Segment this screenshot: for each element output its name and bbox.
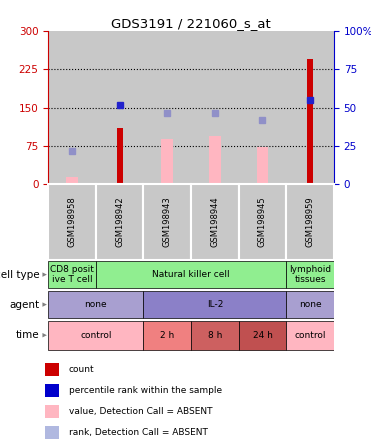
Text: percentile rank within the sample: percentile rank within the sample: [69, 386, 222, 395]
Text: GSM198942: GSM198942: [115, 197, 124, 247]
Text: GSM198944: GSM198944: [210, 197, 219, 247]
Text: cell type: cell type: [0, 270, 40, 280]
Bar: [144, 291, 286, 318]
Text: GSM198959: GSM198959: [306, 197, 315, 247]
Bar: [45, 405, 59, 418]
Bar: [239, 321, 286, 349]
Bar: [48, 261, 96, 288]
Bar: [45, 426, 59, 440]
Title: GDS3191 / 221060_s_at: GDS3191 / 221060_s_at: [111, 17, 271, 30]
Bar: [307, 59, 313, 184]
Text: CD8 posit
ive T cell: CD8 posit ive T cell: [50, 265, 94, 284]
Text: count: count: [69, 365, 94, 374]
Bar: [48, 184, 96, 260]
Text: control: control: [294, 331, 326, 340]
Text: GSM198945: GSM198945: [258, 197, 267, 247]
Text: value, Detection Call = ABSENT: value, Detection Call = ABSENT: [69, 407, 212, 416]
Text: IL-2: IL-2: [207, 300, 223, 309]
Bar: [96, 31, 144, 184]
Text: rank, Detection Call = ABSENT: rank, Detection Call = ABSENT: [69, 428, 207, 437]
Bar: [45, 363, 59, 376]
Text: none: none: [85, 300, 107, 309]
Bar: [239, 31, 286, 184]
Bar: [161, 139, 173, 184]
Text: Natural killer cell: Natural killer cell: [152, 270, 230, 279]
Text: 2 h: 2 h: [160, 331, 174, 340]
Bar: [191, 321, 239, 349]
Bar: [48, 31, 96, 184]
Bar: [96, 184, 144, 260]
Text: GSM198958: GSM198958: [68, 197, 76, 247]
Text: 24 h: 24 h: [253, 331, 272, 340]
Text: agent: agent: [10, 300, 40, 309]
Bar: [117, 128, 122, 184]
Text: time: time: [16, 330, 40, 340]
Bar: [286, 184, 334, 260]
Bar: [286, 321, 334, 349]
Bar: [256, 147, 269, 184]
Bar: [191, 31, 239, 184]
Bar: [144, 31, 191, 184]
Bar: [48, 291, 144, 318]
Text: 8 h: 8 h: [208, 331, 222, 340]
Bar: [286, 291, 334, 318]
Bar: [209, 136, 221, 184]
Bar: [286, 31, 334, 184]
Bar: [96, 261, 286, 288]
Bar: [239, 184, 286, 260]
Bar: [286, 261, 334, 288]
Text: GSM198943: GSM198943: [163, 197, 172, 247]
Bar: [191, 184, 239, 260]
Text: lymphoid
tissues: lymphoid tissues: [289, 265, 331, 284]
Text: control: control: [80, 331, 112, 340]
Text: none: none: [299, 300, 321, 309]
Bar: [66, 177, 78, 184]
Bar: [144, 321, 191, 349]
Bar: [144, 184, 191, 260]
Bar: [45, 385, 59, 397]
Bar: [48, 321, 144, 349]
